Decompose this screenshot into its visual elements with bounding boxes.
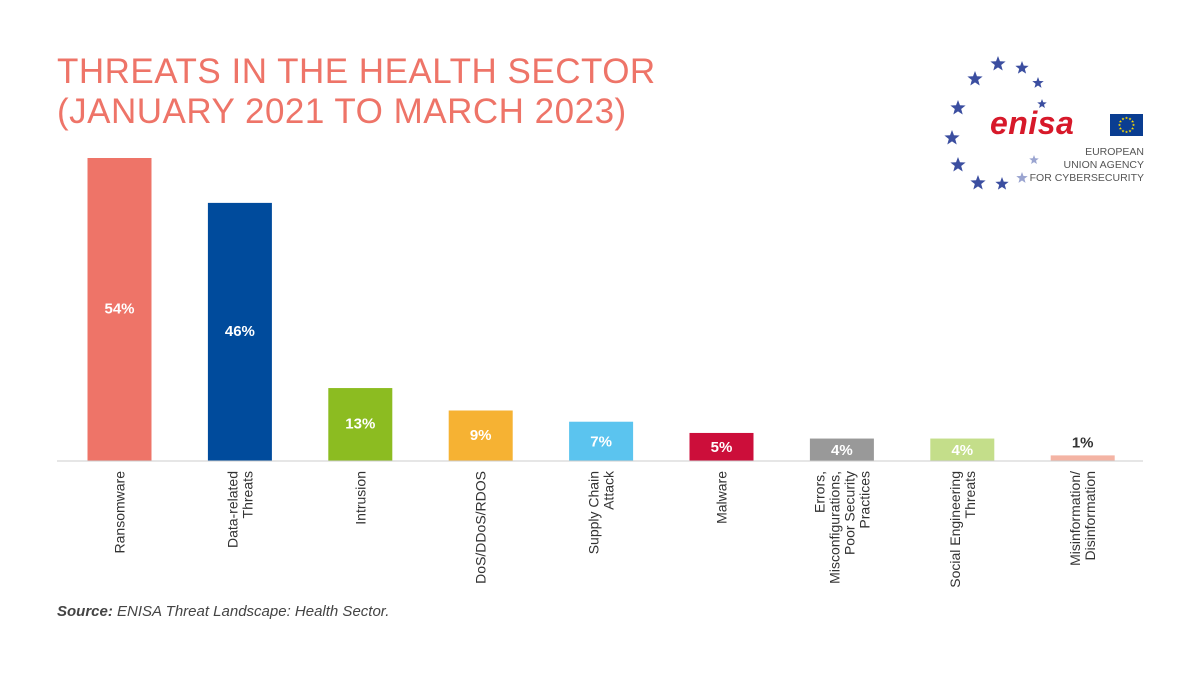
logo-subtitle: EUROPEAN UNION AGENCY FOR CYBERSECURITY xyxy=(1018,146,1144,185)
star-ring-icon xyxy=(944,56,1047,190)
data-label: 46% xyxy=(225,323,255,340)
data-label: 54% xyxy=(104,301,134,318)
eu-flag-icon xyxy=(1110,114,1143,136)
eu-star-icon xyxy=(1118,126,1122,130)
bar xyxy=(569,421,634,461)
chart-title-line2: (JANUARY 2021 TO MARCH 2023) xyxy=(57,92,627,131)
logo-subtitle-line: UNION AGENCY xyxy=(1063,159,1144,171)
data-label: 5% xyxy=(711,439,733,456)
bar xyxy=(207,202,272,461)
logo-subtitle-line: FOR CYBERSECURITY xyxy=(1029,172,1144,184)
category-label: Misinformation/Disinformation xyxy=(1067,471,1098,566)
logo-wordmark: enisa xyxy=(990,105,1075,141)
logo-star-icon xyxy=(1032,77,1044,88)
eu-star-icon xyxy=(1131,123,1136,127)
data-label: 4% xyxy=(831,442,853,459)
bar xyxy=(689,432,754,461)
eu-star-icon xyxy=(1131,126,1135,130)
category-label: Errors,Misconfigurations,Poor SecurityPr… xyxy=(811,471,872,584)
logo-subtitle-line: EUROPEAN xyxy=(1085,146,1144,158)
category-label: Ransomware xyxy=(112,471,128,554)
data-label: 7% xyxy=(590,433,612,450)
logo-star-icon xyxy=(990,56,1006,71)
category-label: Supply ChainAttack xyxy=(586,470,617,554)
eu-star-icon xyxy=(1124,116,1129,120)
category-label: DoS/DDoS/RDOS xyxy=(473,471,489,584)
bar xyxy=(809,438,874,461)
logo-star-icon xyxy=(950,100,966,115)
eu-star-icon xyxy=(1128,117,1132,121)
eu-star-icon xyxy=(1117,123,1122,127)
logo-star-icon xyxy=(1015,61,1029,74)
logo-star-icon xyxy=(995,177,1009,190)
eu-star-icon xyxy=(1121,117,1125,121)
category-label: Data-relatedThreats xyxy=(224,471,255,548)
eu-star-icon xyxy=(1121,129,1125,133)
category-label: Malware xyxy=(714,471,730,524)
data-label: 1% xyxy=(1072,434,1094,451)
chart-title-line1: THREATS IN THE HEALTH SECTOR xyxy=(57,52,656,91)
logo-star-icon xyxy=(1029,155,1039,165)
category-label: Intrusion xyxy=(352,471,368,525)
eu-star-icon xyxy=(1124,130,1129,134)
data-label: 13% xyxy=(345,416,375,433)
bar xyxy=(87,158,152,461)
logo-star-icon xyxy=(1037,99,1047,109)
eu-star-icon xyxy=(1128,129,1132,133)
enisa-logo: enisa EUROPEAN UNION AGENCY FOR CYBERSEC… xyxy=(930,50,1160,200)
source-label: Source: xyxy=(57,603,113,620)
logo-star-icon xyxy=(944,130,960,145)
logo-star-icon xyxy=(1016,172,1028,183)
bar xyxy=(328,388,393,461)
logo-star-icon xyxy=(970,175,986,190)
logo-star-icon xyxy=(950,157,966,172)
eu-star-icon xyxy=(1118,119,1122,123)
bar xyxy=(930,438,995,461)
source-text: ENISA Threat Landscape: Health Sector. xyxy=(117,603,390,620)
category-label: Social EngineeringThreats xyxy=(947,471,978,588)
logo-star-icon xyxy=(967,71,983,86)
source-note: Source: ENISA Threat Landscape: Health S… xyxy=(57,603,389,620)
bar xyxy=(448,410,513,461)
chart-title: THREATS IN THE HEALTH SECTOR (JANUARY 20… xyxy=(57,52,656,132)
data-label: 4% xyxy=(951,442,973,459)
eu-star-icon xyxy=(1131,119,1135,123)
bar xyxy=(1050,455,1115,461)
data-label: 9% xyxy=(470,427,492,444)
